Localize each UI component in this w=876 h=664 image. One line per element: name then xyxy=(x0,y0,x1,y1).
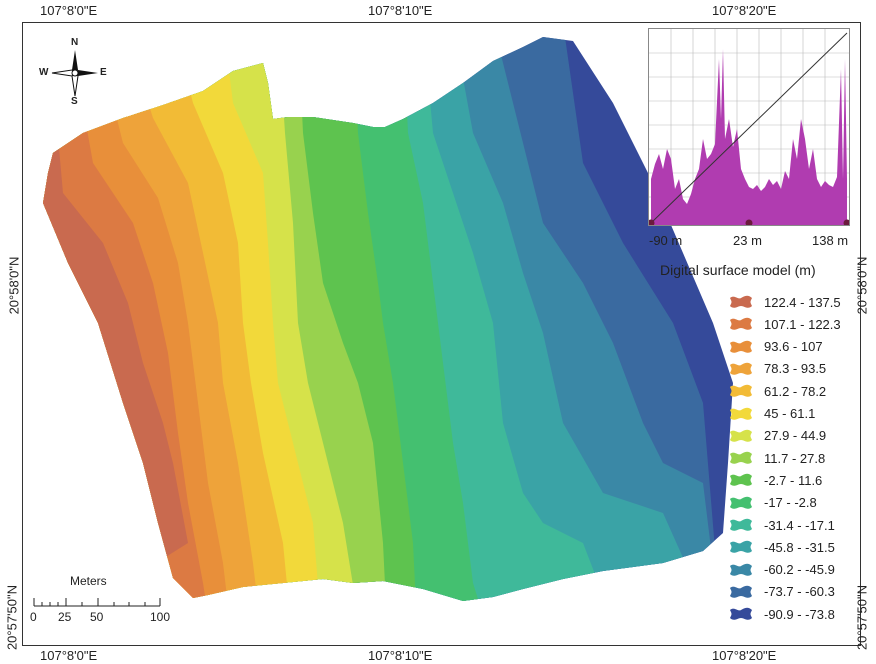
legend-item: -90.9 - -73.8 xyxy=(728,604,835,624)
legend-item: 61.2 - 78.2 xyxy=(728,381,826,401)
legend-swatch-icon xyxy=(730,407,752,420)
scale-bar: Meters 0 25 50 100 xyxy=(28,574,171,626)
scale-tick-50: 50 xyxy=(90,610,104,624)
legend-swatch-icon xyxy=(730,607,752,620)
legend-item: -31.4 - -17.1 xyxy=(728,515,835,535)
legend-item-label: -31.4 - -17.1 xyxy=(764,517,835,533)
scale-tick-25: 25 xyxy=(58,610,72,624)
legend-item: -73.7 - -60.3 xyxy=(728,582,835,602)
compass-icon xyxy=(51,50,98,97)
north-arrow: N S W E xyxy=(39,37,110,108)
hist-max-label: 138 m xyxy=(812,233,849,248)
scale-tick-100: 100 xyxy=(150,610,171,624)
legend-title: Digital surface model (m) xyxy=(660,262,816,278)
legend-swatch-icon xyxy=(730,362,752,375)
histogram-chart xyxy=(647,29,851,227)
legend-swatch-icon xyxy=(730,340,752,353)
legend-swatch-icon xyxy=(730,585,752,598)
legend-item: 27.9 - 44.9 xyxy=(728,426,826,446)
legend-item-label: -2.7 - 11.6 xyxy=(764,472,823,488)
legend-item-label: 27.9 - 44.9 xyxy=(764,428,827,444)
legend-item: -2.7 - 11.6 xyxy=(728,470,822,490)
legend-item: 78.3 - 93.5 xyxy=(728,359,826,379)
legend-swatch-icon xyxy=(730,451,752,464)
legend-item-label: 93.6 - 107 xyxy=(764,339,823,355)
legend-item: -45.8 - -31.5 xyxy=(728,537,835,557)
right-tick-2: 20°57'50"N xyxy=(854,584,870,651)
south-label: S xyxy=(71,96,78,107)
dsm-map xyxy=(43,37,733,601)
legend-item-label: -17 - -2.8 xyxy=(764,495,817,511)
legend-item-label: 107.1 - 122.3 xyxy=(764,316,841,332)
histogram-bars xyxy=(651,49,847,225)
scale-title: Meters xyxy=(70,574,107,588)
legend-item-label: -73.7 - -60.3 xyxy=(764,584,835,600)
legend-swatch-icon xyxy=(730,474,752,487)
legend-item: -60.2 - -45.9 xyxy=(728,560,835,580)
legend-swatch-icon xyxy=(730,317,752,331)
legend-item: 11.7 - 27.8 xyxy=(728,448,825,468)
legend-swatch-icon xyxy=(730,384,752,397)
legend-item: 107.1 - 122.3 xyxy=(728,314,841,334)
bottom-tick-3: 107°8'20"E xyxy=(712,648,777,663)
left-tick-1: 20°58'0"N xyxy=(6,256,22,315)
top-tick-1: 107°8'0"E xyxy=(40,3,98,18)
top-tick-2: 107°8'10"E xyxy=(368,3,433,18)
legend-item-label: 45 - 61.1 xyxy=(764,406,816,421)
scale-tick-0: 0 xyxy=(30,610,37,624)
right-tick-1: 20°58'0"N xyxy=(854,256,870,315)
legend-swatch-icon xyxy=(730,429,752,442)
top-tick-3: 107°8'20"E xyxy=(712,3,777,18)
left-tick-2: 20°57'50"N xyxy=(4,584,20,651)
bottom-tick-1: 107°8'0"E xyxy=(40,648,98,663)
legend-swatch-icon xyxy=(730,518,752,531)
legend-item-label: 61.2 - 78.2 xyxy=(764,383,827,399)
west-label: W xyxy=(39,67,49,78)
legend-swatch-icon xyxy=(730,563,752,576)
legend-item-label: -45.8 - -31.5 xyxy=(764,539,835,555)
hist-mid-label: 23 m xyxy=(733,233,762,248)
bottom-tick-2: 107°8'10"E xyxy=(368,648,433,663)
legend-item: 93.6 - 107 xyxy=(728,337,823,357)
legend-item: 45 - 61.1 xyxy=(728,404,815,424)
east-label: E xyxy=(100,67,107,78)
legend-item-label: 11.7 - 27.8 xyxy=(764,450,826,466)
legend-swatch-icon xyxy=(730,540,752,554)
legend-item-label: -90.9 - -73.8 xyxy=(764,606,835,622)
legend-item-label: 122.4 - 137.5 xyxy=(764,294,841,310)
legend-item-label: 78.3 - 93.5 xyxy=(764,361,827,377)
histogram-panel xyxy=(647,28,851,227)
hist-min-label: -90 m xyxy=(649,233,683,248)
legend-swatch-icon xyxy=(730,295,752,308)
legend-item-label: -60.2 - -45.9 xyxy=(764,562,835,578)
map-frame xyxy=(22,22,861,646)
legend-item: 122.4 - 137.5 xyxy=(728,292,841,312)
scale-bar-graphic xyxy=(33,598,161,607)
legend-item: -17 - -2.8 xyxy=(728,493,817,513)
legend: Digital surface model (m) xyxy=(660,262,816,284)
legend-swatch-icon xyxy=(730,496,752,509)
north-label: N xyxy=(71,37,79,48)
